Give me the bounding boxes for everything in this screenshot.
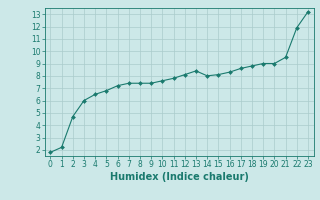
X-axis label: Humidex (Indice chaleur): Humidex (Indice chaleur)	[110, 172, 249, 182]
